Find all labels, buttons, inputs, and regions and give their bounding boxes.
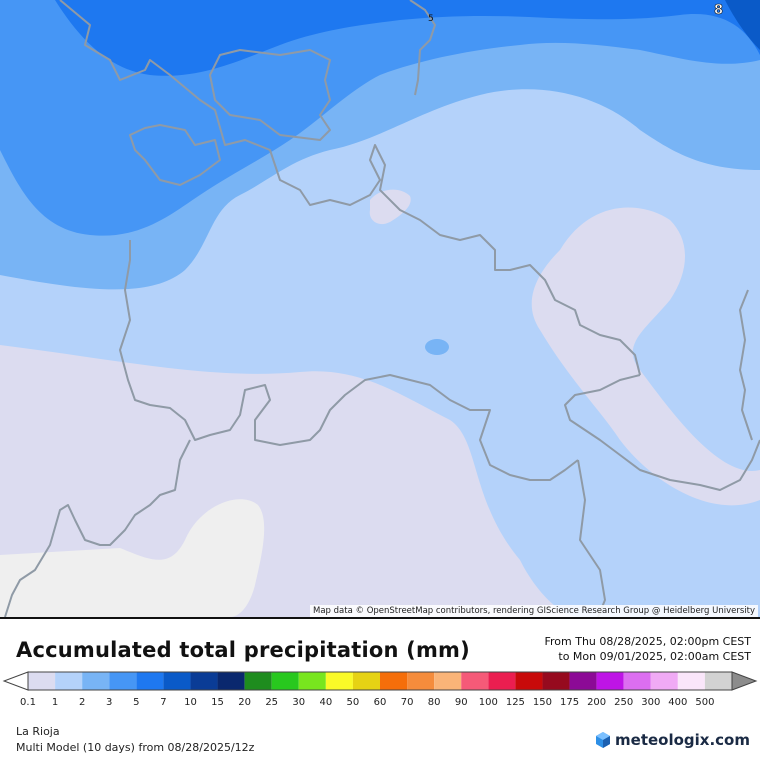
admin-borders bbox=[4, 0, 760, 617]
contour-label-8: 8 bbox=[714, 3, 723, 18]
contour-label-5: 5 bbox=[428, 14, 434, 24]
legend-label: 250 bbox=[614, 697, 633, 708]
period-to: to Mon 09/01/2025, 02:00am CEST bbox=[558, 650, 751, 663]
legend-label: 175 bbox=[560, 697, 579, 708]
legend-svg: 0.1 1 2 3 5 7 10 15 20 25 30 40 50 60 70 80 90 100 125 150 1… bbox=[2, 671, 758, 708]
precip-patch-low bbox=[369, 189, 411, 225]
legend-swatch bbox=[271, 672, 299, 690]
legend-swatch bbox=[28, 672, 56, 690]
legend-label: 400 bbox=[668, 697, 687, 708]
legend-swatch bbox=[217, 672, 245, 690]
footer-info: La Rioja Multi Model (10 days) from 08/2… bbox=[16, 724, 254, 756]
legend-over-arrow bbox=[731, 671, 758, 691]
legend-swatch bbox=[488, 672, 516, 690]
map-frame-divider bbox=[0, 617, 760, 619]
color-legend: 0.1 1 2 3 5 7 10 15 20 25 30 40 50 60 70 80 90 100 125 150 1… bbox=[0, 669, 760, 713]
legend-label: 50 bbox=[347, 697, 360, 708]
legend-swatch bbox=[596, 672, 624, 690]
legend-label: 7 bbox=[160, 697, 166, 708]
legend-swatch bbox=[434, 672, 462, 690]
legend-swatch bbox=[704, 672, 732, 690]
legend-swatch bbox=[82, 672, 110, 690]
map-svg: 5 8 bbox=[0, 0, 760, 617]
legend-label: 60 bbox=[374, 697, 387, 708]
legend-label: 90 bbox=[455, 697, 468, 708]
legend-swatch bbox=[352, 672, 380, 690]
legend-swatch bbox=[55, 672, 83, 690]
legend-label: 100 bbox=[479, 697, 498, 708]
legend-label: 80 bbox=[428, 697, 441, 708]
legend-swatch bbox=[298, 672, 326, 690]
legend-swatch bbox=[569, 672, 597, 690]
legend-label: 200 bbox=[587, 697, 606, 708]
legend-swatch bbox=[136, 672, 164, 690]
precip-patch-high bbox=[425, 339, 449, 355]
legend-under-arrow bbox=[2, 671, 29, 691]
legend-swatch bbox=[623, 672, 651, 690]
legend-label: 2 bbox=[79, 697, 85, 708]
legend-label: 300 bbox=[641, 697, 660, 708]
legend-swatch bbox=[325, 672, 353, 690]
legend-label: 20 bbox=[238, 697, 251, 708]
legend-swatch bbox=[163, 672, 191, 690]
legend-label: 3 bbox=[106, 697, 112, 708]
legend-swatch bbox=[542, 672, 570, 690]
legend-label: 1 bbox=[52, 697, 58, 708]
dry-area bbox=[0, 499, 265, 617]
legend-swatch bbox=[407, 672, 435, 690]
map-attribution: Map data © OpenStreetMap contributors, r… bbox=[310, 605, 758, 617]
legend-label: 5 bbox=[133, 697, 139, 708]
legend-swatch bbox=[109, 672, 137, 690]
brand-link[interactable]: meteologix.com bbox=[594, 731, 750, 749]
meteologix-logo-icon bbox=[596, 732, 611, 748]
legend-swatch bbox=[190, 672, 218, 690]
period-from: From Thu 08/28/2025, 02:00pm CEST bbox=[544, 635, 751, 648]
legend-swatch bbox=[677, 672, 705, 690]
legend-swatch bbox=[380, 672, 408, 690]
legend-swatch bbox=[244, 672, 272, 690]
legend-label: 0.1 bbox=[20, 697, 36, 708]
legend-swatch bbox=[650, 672, 678, 690]
legend-label: 500 bbox=[695, 697, 714, 708]
valid-period: From Thu 08/28/2025, 02:00pm CEST to Mon… bbox=[544, 634, 751, 664]
legend-label: 125 bbox=[506, 697, 525, 708]
model-info: Multi Model (10 days) from 08/28/2025/12… bbox=[16, 741, 255, 754]
chart-title: Accumulated total precipitation (mm) bbox=[16, 638, 470, 662]
legend-label: 10 bbox=[184, 697, 197, 708]
precipitation-map[interactable]: 5 8 Map data © OpenStreetMap contributor… bbox=[0, 0, 760, 617]
legend-label: 15 bbox=[211, 697, 224, 708]
legend-label: 30 bbox=[292, 697, 305, 708]
brand-name: meteologix.com bbox=[615, 731, 750, 749]
legend-label: 40 bbox=[319, 697, 332, 708]
precip-area-5 bbox=[55, 0, 760, 76]
legend-swatch bbox=[461, 672, 489, 690]
legend-label: 25 bbox=[265, 697, 278, 708]
precip-area-7 bbox=[725, 0, 760, 50]
location-label: La Rioja bbox=[16, 725, 60, 738]
legend-label: 150 bbox=[533, 697, 552, 708]
legend-swatch bbox=[515, 672, 543, 690]
legend-label: 70 bbox=[401, 697, 414, 708]
